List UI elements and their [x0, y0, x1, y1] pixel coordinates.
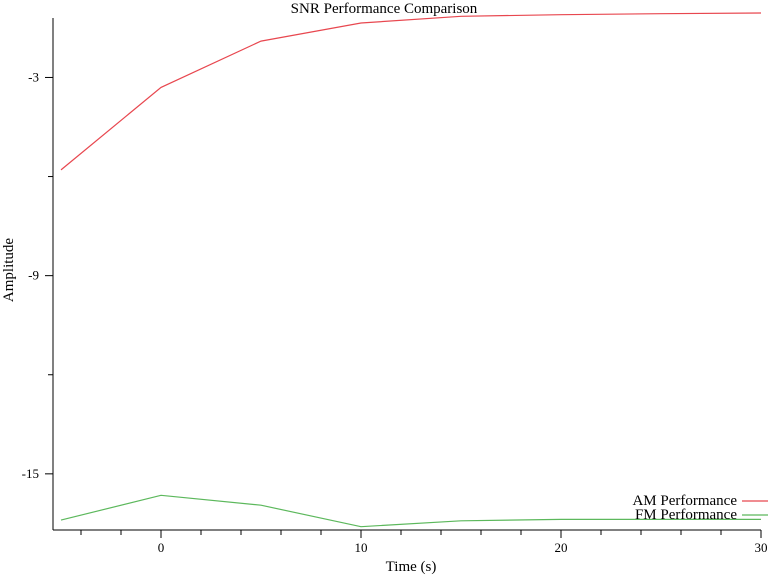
y-tick-label: -9: [28, 268, 39, 283]
legend-label: FM Performance: [635, 507, 737, 523]
x-tick-label: 30: [755, 540, 768, 555]
legend-label: AM Performance: [632, 493, 737, 509]
y-tick-label: -15: [22, 466, 39, 481]
y-axis-label: Amplitude: [1, 238, 17, 303]
series-line-fm: [60, 494, 761, 528]
y-tick-label: -3: [28, 69, 39, 84]
chart-title: SNR Performance Comparison: [291, 1, 478, 17]
series-group: [60, 12, 762, 528]
x-tick-label: 20: [555, 540, 568, 555]
x-axis: 0 10 20 30: [53, 529, 768, 555]
x-axis-label: Time (s): [386, 559, 437, 575]
series-line-am: [60, 12, 762, 171]
x-tick-label: 10: [355, 540, 368, 555]
x-tick-label: 0: [158, 540, 165, 555]
y-axis: -3 -9 -15: [22, 18, 54, 530]
